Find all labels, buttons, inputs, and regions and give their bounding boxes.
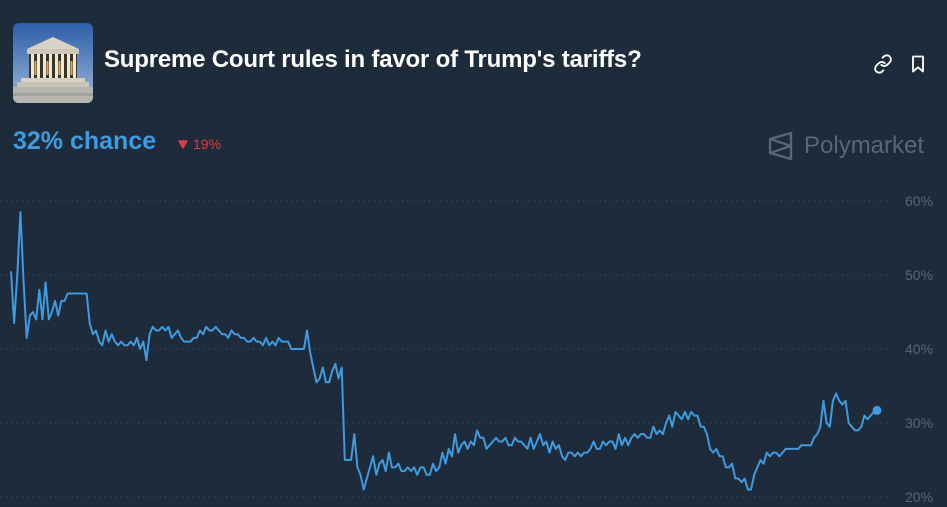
y-tick-label: 20%: [905, 489, 933, 505]
change-badge: 19%: [178, 136, 221, 152]
link-icon: [874, 54, 892, 74]
y-tick-label: 60%: [905, 193, 933, 209]
series-line: [10, 211, 878, 491]
grid-lines: [0, 200, 888, 498]
market-title: Supreme Court rules in favor of Trump's …: [104, 46, 642, 73]
copy-link-button[interactable]: [871, 52, 895, 76]
market-thumbnail: [13, 23, 93, 103]
chance-value: 32% chance: [13, 127, 157, 155]
brand-name: Polymarket: [804, 132, 925, 159]
bookmark-icon: [912, 55, 924, 73]
y-tick-label: 50%: [905, 267, 933, 283]
latest-point: [872, 405, 882, 415]
triangle-down-icon: [178, 139, 188, 149]
change-value: 19%: [193, 136, 222, 152]
y-tick-label: 30%: [905, 415, 933, 431]
bookmark-button[interactable]: [906, 52, 930, 76]
y-axis-ticks: 60% 50% 40% 30% 20%: [905, 193, 933, 505]
series-layer: [10, 211, 882, 491]
polymarket-logo-icon: [768, 131, 793, 161]
y-tick-label: 40%: [905, 341, 933, 357]
supreme-court-building-icon: [13, 23, 93, 103]
brand-watermark: Polymarket: [767, 131, 924, 161]
